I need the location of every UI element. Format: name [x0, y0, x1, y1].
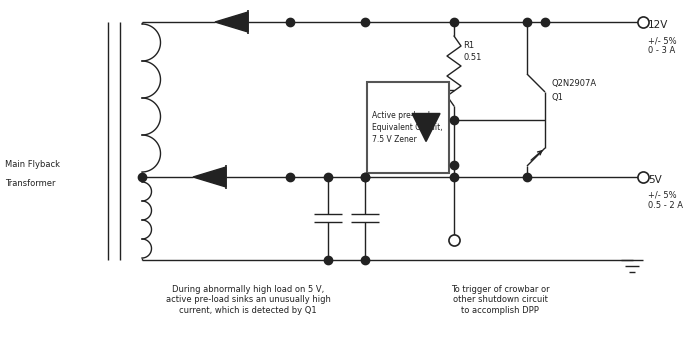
- Text: Q2N2907A: Q2N2907A: [551, 79, 596, 88]
- Polygon shape: [215, 12, 248, 32]
- Text: To trigger of crowbar or
other shutdown circuit
to accomplish DPP: To trigger of crowbar or other shutdown …: [451, 285, 549, 315]
- Text: +/- 5%
0 - 3 A: +/- 5% 0 - 3 A: [648, 36, 677, 55]
- Text: Transformer: Transformer: [5, 179, 56, 188]
- Text: During abnormally high load on 5 V,
active pre-load sinks an unusually high
curr: During abnormally high load on 5 V, acti…: [166, 285, 330, 315]
- Text: R1: R1: [463, 41, 474, 50]
- Text: Active pre-load
Equivalent Circuit,
7.5 V Zener: Active pre-load Equivalent Circuit, 7.5 …: [372, 111, 443, 144]
- Text: 12V: 12V: [648, 20, 668, 30]
- Text: Q1: Q1: [551, 93, 563, 102]
- Text: Main Flyback: Main Flyback: [5, 160, 60, 169]
- Bar: [367, 82, 449, 173]
- Polygon shape: [412, 114, 440, 142]
- Text: 0.51: 0.51: [463, 53, 482, 62]
- Text: 5V: 5V: [648, 175, 661, 185]
- Polygon shape: [193, 167, 226, 187]
- Text: +/- 5%
0.5 - 2 A: +/- 5% 0.5 - 2 A: [648, 191, 683, 210]
